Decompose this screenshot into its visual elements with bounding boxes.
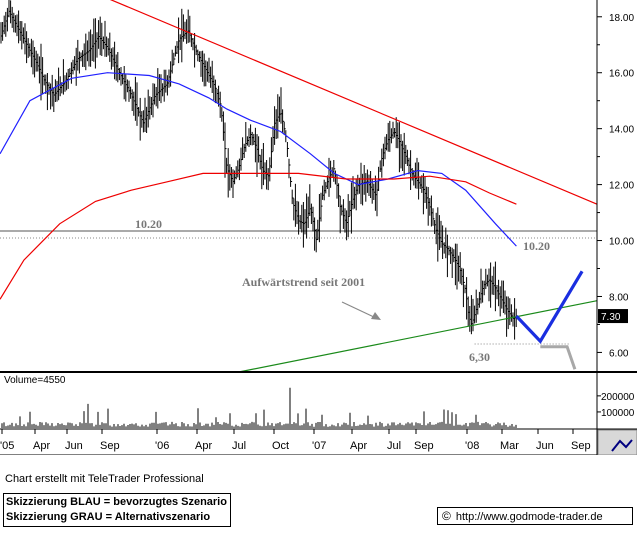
uptrend-label: Aufwärtstrend seit 2001 [242, 275, 365, 289]
trend-lines [109, 0, 598, 373]
moving-average-2 [0, 172, 517, 300]
price-tick-label: 8.00 [609, 292, 629, 303]
uptrend-arrow-head [371, 312, 381, 320]
time-tick-label: '06 [155, 440, 169, 452]
axes: 6.00 8.00 10.00 12.00 14.00 16.00 18.00 7.30 Vol… [0, 0, 637, 455]
source-url[interactable]: http://www.godmode-trader.de [455, 511, 603, 523]
time-tick-label: Apr [350, 440, 367, 452]
price-tick-label: 16.00 [609, 69, 634, 80]
price-tick-label: 12.00 [609, 181, 634, 192]
support-label: 6,30 [469, 350, 490, 364]
grey-scenario-path [540, 345, 577, 370]
moving-averages [0, 72, 517, 300]
scenario-legend: Skizzierung BLAU = bevorzugtes Szenario … [3, 493, 231, 527]
time-tick-label: Apr [195, 440, 212, 452]
blue-scenario-path [515, 270, 584, 344]
price-tick-label: 18.00 [609, 13, 634, 24]
time-tick-label: Jun [536, 440, 554, 452]
last-price-box [598, 309, 628, 324]
time-tick-label: Mar [500, 440, 519, 452]
price-tick-label: 14.00 [609, 125, 634, 136]
source-link[interactable]: © http://www.godmode-trader.de [437, 507, 633, 525]
scenario-sketch [515, 270, 584, 370]
copyright-icon: © [442, 509, 451, 523]
time-tick-label: Sep [571, 440, 591, 452]
chart-tool-icon [611, 439, 633, 452]
uptrend-arrow-shaft [341, 301, 377, 319]
price-tick-label: 10.00 [609, 237, 634, 248]
time-tick-label: Oct [272, 440, 289, 452]
volume-bars [1, 387, 517, 428]
time-tick-label: Apr [33, 440, 50, 452]
legend-blue-scenario: Skizzierung BLAU = bevorzugtes Szenario [6, 496, 227, 508]
level-label-right: 10.20 [523, 239, 550, 253]
price-tick-label: 6.00 [609, 348, 629, 359]
volume-label: Volume=4550 [4, 375, 66, 386]
time-tick-label: '05 [0, 440, 14, 452]
legend-grey-scenario: Skizzierung GRAU = Alternativszenario [6, 511, 211, 523]
uptrend-line [238, 300, 598, 373]
moving-average-1 [0, 72, 517, 247]
time-tick-label: Sep [414, 440, 434, 452]
time-tick-label: '08 [465, 440, 479, 452]
chart-credit: Chart erstellt mit TeleTrader Profession… [5, 473, 204, 485]
time-tick-label: Jul [387, 440, 401, 452]
level-label-left: 10.20 [135, 217, 162, 231]
last-price-label: 7.30 [601, 312, 621, 323]
volume-tick-label: 100000 [601, 408, 635, 419]
time-tick-label: '07 [312, 440, 326, 452]
price-bars [0, 0, 518, 340]
time-tick-label: Sep [100, 440, 120, 452]
time-tick-label: Jul [232, 440, 246, 452]
stock-chart: 10.20 10.20 6,30 Aufwärtstrend seit 2001 6.… [0, 0, 637, 455]
time-tick-label: Jun [65, 440, 83, 452]
downtrend-line [109, 0, 598, 205]
volume-tick-label: 200000 [601, 392, 635, 403]
price-annotations: 10.20 10.20 6,30 Aufwärtstrend seit 2001 [135, 217, 550, 364]
